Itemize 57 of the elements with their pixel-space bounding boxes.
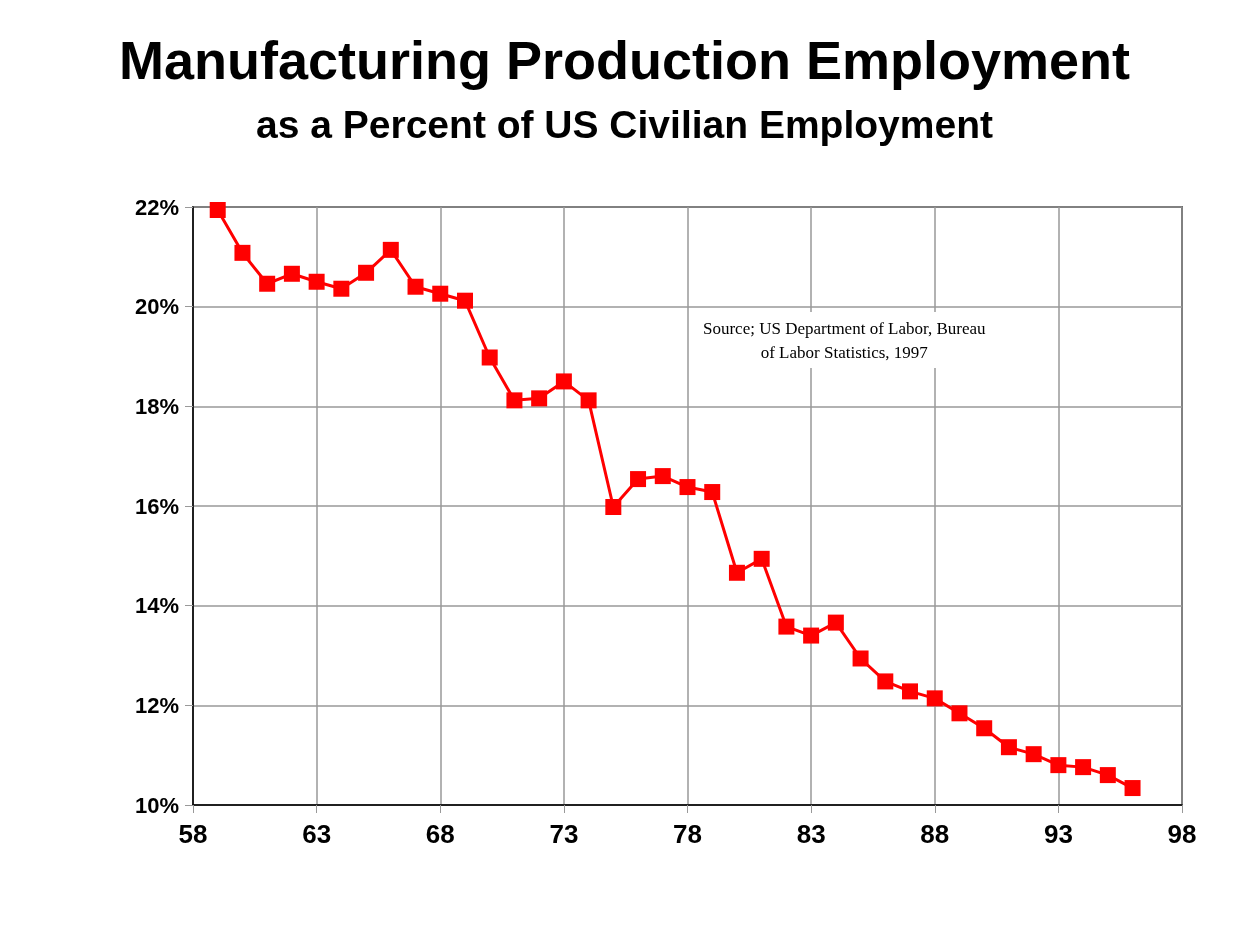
point — [308, 273, 325, 290]
point — [1050, 757, 1067, 774]
point — [234, 244, 251, 261]
x-tick-label: 88 — [920, 819, 950, 849]
point — [877, 673, 894, 690]
point — [209, 201, 226, 218]
x-tick-label: 73 — [549, 819, 579, 849]
point — [531, 390, 548, 407]
y-tick-label: 22% — [134, 194, 179, 220]
point — [679, 479, 696, 496]
point — [259, 275, 276, 292]
point — [778, 618, 795, 635]
point — [456, 292, 473, 309]
point — [827, 614, 844, 631]
chart-title: Manufacturing Production Employment — [118, 30, 1131, 90]
point — [555, 373, 572, 390]
x-tick-label: 78 — [673, 819, 702, 849]
point — [580, 392, 597, 409]
point — [803, 627, 820, 644]
point — [1025, 746, 1042, 763]
point — [283, 265, 300, 282]
point — [654, 468, 671, 485]
point — [432, 285, 449, 302]
y-tick-label: 14% — [134, 593, 179, 619]
y-tick-label: 18% — [134, 393, 179, 419]
point — [407, 278, 424, 295]
point — [630, 471, 647, 488]
point — [902, 683, 919, 700]
x-tick-label: 68 — [425, 819, 455, 849]
x-tick-label: 83 — [796, 819, 826, 849]
x-tick-label: 58 — [178, 819, 208, 849]
x-tick-label: 98 — [1167, 819, 1197, 849]
point — [481, 349, 498, 366]
point — [358, 264, 375, 281]
point — [753, 550, 770, 567]
point — [506, 392, 523, 409]
point — [1124, 780, 1141, 797]
point — [333, 280, 350, 297]
y-tick-label: 20% — [134, 294, 179, 320]
point — [852, 650, 869, 667]
point — [951, 705, 968, 722]
point — [976, 720, 993, 737]
point — [605, 499, 622, 515]
x-tick-label: 63 — [302, 819, 332, 849]
y-tick-label: 16% — [134, 493, 179, 519]
point — [728, 564, 745, 581]
annotation: Source; US Department of Labor, Bureau of Labor Statistics, 1997 — [702, 318, 987, 362]
chart-subtitle: as a Percent of US Civilian Employment — [256, 103, 993, 146]
x-tick-label: 93 — [1043, 819, 1073, 849]
point — [382, 241, 399, 258]
y-tick-label: 10% — [134, 792, 179, 818]
y-tick-label: 12% — [134, 692, 179, 718]
point — [704, 484, 721, 501]
point — [1099, 767, 1116, 784]
point — [926, 690, 943, 707]
point — [1000, 739, 1017, 756]
point — [1075, 759, 1092, 776]
